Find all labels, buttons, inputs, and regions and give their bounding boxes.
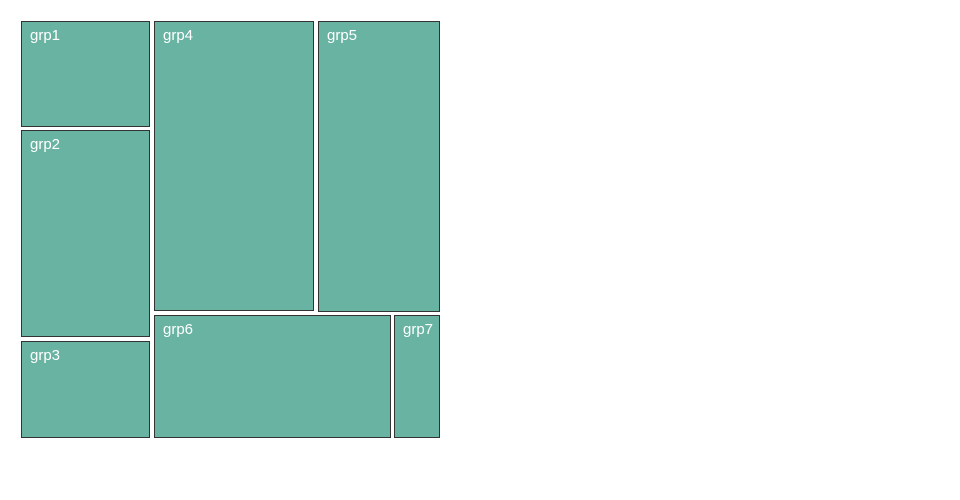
treemap-cell-label: grp7	[403, 321, 434, 338]
treemap-cell-label: grp1	[30, 27, 61, 44]
treemap-cell-grp1: grp1	[21, 21, 150, 127]
treemap-cell-label: grp6	[163, 321, 194, 338]
treemap-cell-grp2: grp2	[21, 130, 150, 337]
treemap-cell-label: grp5	[327, 27, 358, 44]
treemap-cell-grp6: grp6	[154, 315, 391, 438]
treemap-cell-grp5: grp5	[318, 21, 440, 312]
treemap-cell-grp7: grp7	[394, 315, 440, 438]
treemap-cell-grp3: grp3	[21, 341, 150, 438]
treemap-cell-label: grp2	[30, 136, 61, 153]
treemap-cell-label: grp4	[163, 27, 194, 44]
treemap-cell-grp4: grp4	[154, 21, 314, 311]
treemap-cell-label: grp3	[30, 347, 61, 364]
